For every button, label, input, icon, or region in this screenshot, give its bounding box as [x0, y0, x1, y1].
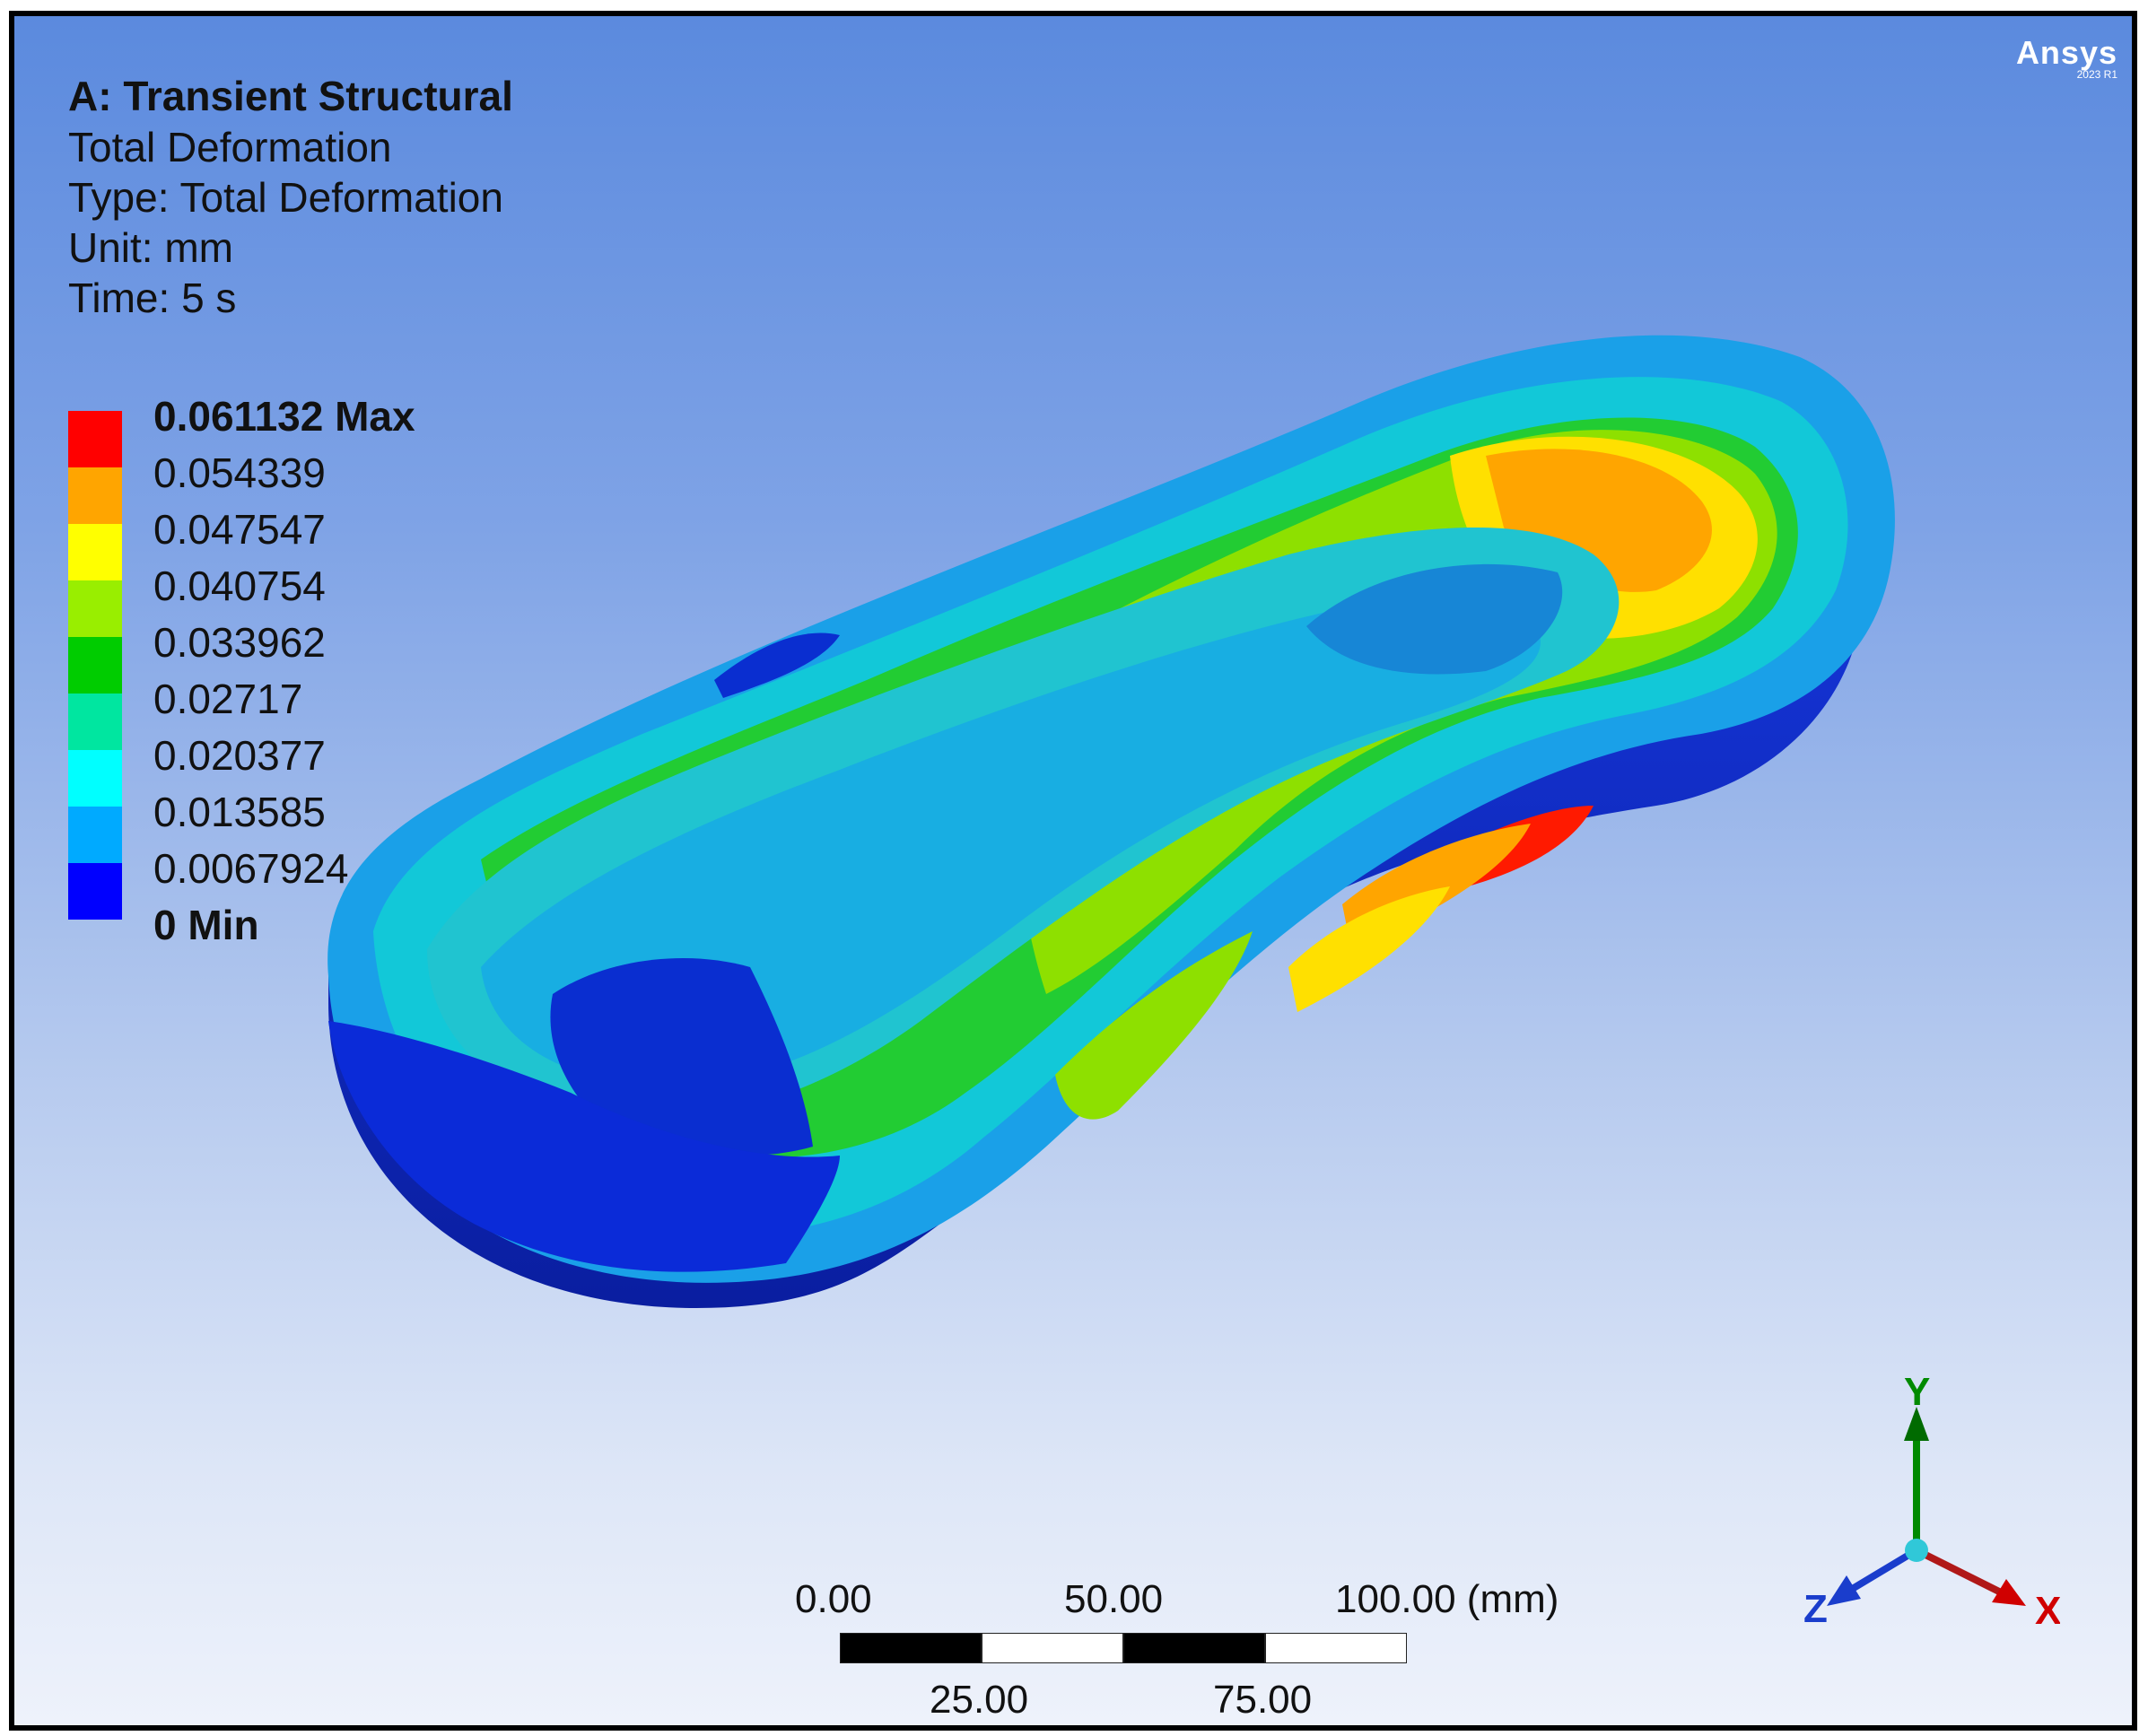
result-type: Type: Total Deformation	[68, 174, 503, 221]
logo-brand: Ansys	[2015, 34, 2117, 71]
legend-label: 0.047547	[153, 506, 326, 553]
triad-origin	[1905, 1539, 1928, 1562]
legend-swatch	[68, 524, 122, 580]
legend-swatch	[68, 467, 122, 524]
scale-tick-label: 25.00	[930, 1678, 1029, 1722]
scale-segment	[982, 1633, 1123, 1663]
legend-label: 0.033962	[153, 619, 326, 666]
axis-triad[interactable]: Y X Z	[1791, 1371, 2060, 1640]
scale-tick-label: 0.00	[795, 1577, 872, 1621]
legend-swatch	[68, 807, 122, 863]
legend-label: 0.013585	[153, 789, 326, 835]
legend-label: 0.040754	[153, 563, 326, 609]
legend-label: 0.02717	[153, 676, 303, 722]
viewport[interactable]: A: Transient Structural Total Deformatio…	[9, 11, 2137, 1731]
legend-swatch	[68, 863, 122, 920]
legend-swatch	[68, 637, 122, 694]
analysis-title: A: Transient Structural	[68, 73, 513, 119]
result-unit: Unit: mm	[68, 224, 233, 271]
legend-max-label: 0.061132 Max	[153, 393, 415, 440]
insole-model[interactable]	[14, 16, 2132, 1725]
result-time: Time: 5 s	[68, 275, 237, 321]
result-name: Total Deformation	[68, 124, 392, 170]
legend-min-label: 0 Min	[153, 902, 259, 948]
scale-segment	[1265, 1633, 1407, 1663]
scale-tick-label: 75.00	[1213, 1678, 1313, 1722]
legend-swatch	[68, 750, 122, 807]
scale-tick-label: 50.00	[1064, 1577, 1164, 1621]
z-axis-arrow	[1827, 1575, 1861, 1606]
ansys-logo: Ansys 2023 R1	[2016, 34, 2117, 81]
legend-swatch	[68, 411, 122, 467]
scale-segment	[840, 1633, 982, 1663]
logo-version: 2023 R1	[2076, 68, 2117, 81]
scale-tick-label: 100.00 (mm)	[1335, 1577, 1559, 1621]
legend-label: 0.054339	[153, 449, 326, 496]
legend-label: 0.020377	[153, 732, 326, 779]
legend-swatch	[68, 580, 122, 637]
y-axis-arrow	[1904, 1407, 1929, 1441]
result-info: A: Transient Structural Total Deformatio…	[68, 70, 513, 323]
legend-swatch	[68, 694, 122, 750]
scale-segment	[1123, 1633, 1265, 1663]
y-axis-label: Y	[1904, 1371, 1930, 1414]
x-axis-label: X	[2035, 1589, 2060, 1633]
z-axis-line	[1847, 1547, 1919, 1594]
z-axis-label: Z	[1803, 1587, 1828, 1631]
x-axis-line	[1915, 1547, 2008, 1599]
x-axis-arrow	[1992, 1579, 2026, 1606]
legend-label: 0.0067924	[153, 845, 349, 892]
